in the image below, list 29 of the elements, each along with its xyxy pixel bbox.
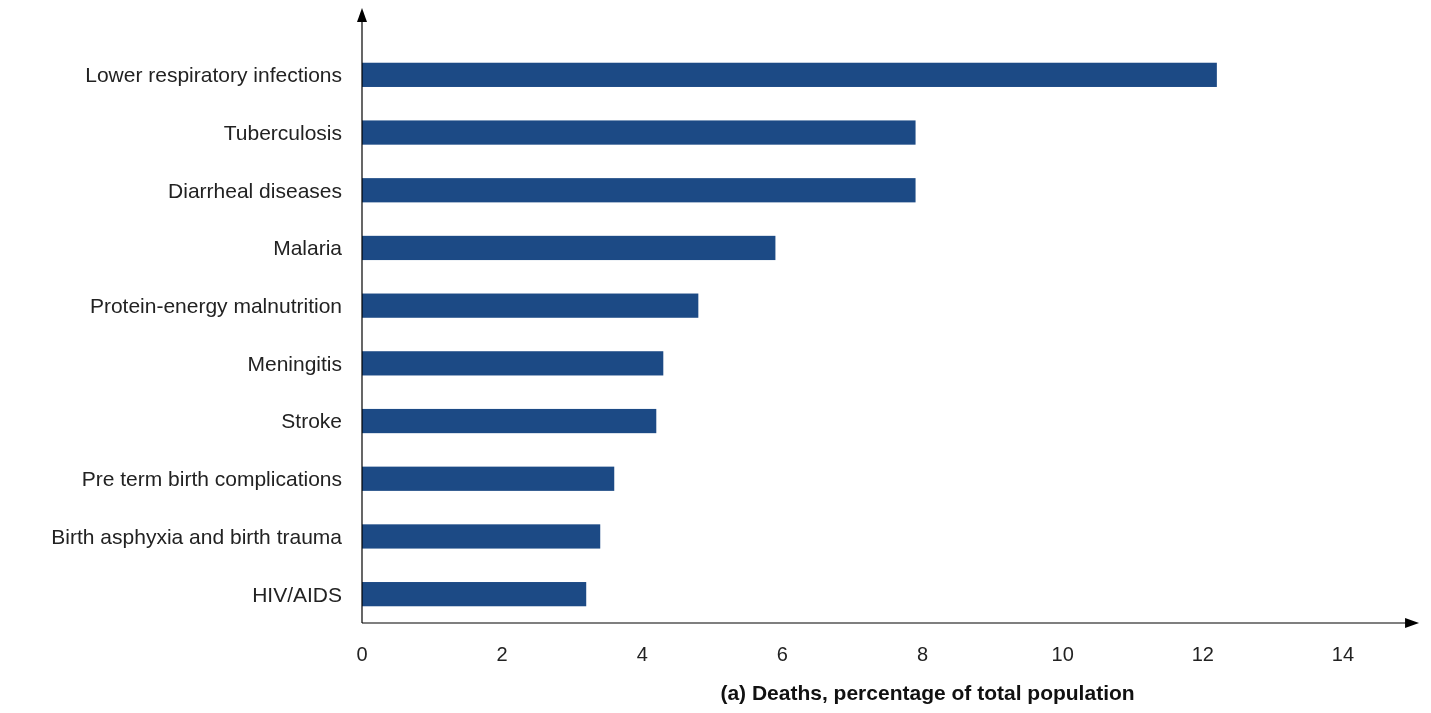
x-tick-label: 6 <box>776 643 788 665</box>
x-tick-label: 0 <box>356 643 368 665</box>
y-tick-label: Birth asphyxia and birth trauma <box>51 524 343 548</box>
bar <box>362 466 615 491</box>
x-tick-label: 8 <box>917 643 929 665</box>
y-tick-label: HIV/AIDS <box>252 582 342 606</box>
x-axis-title: (a) Deaths, percentage of total population <box>720 681 1135 704</box>
y-tick-label: Stroke <box>281 409 342 433</box>
x-tick-label: 4 <box>636 643 648 665</box>
bar <box>362 120 916 145</box>
x-tick-label: 12 <box>1191 643 1214 665</box>
bar <box>362 408 657 434</box>
bar <box>362 293 699 318</box>
bar <box>362 62 1217 87</box>
bar <box>362 178 916 203</box>
bar <box>362 351 664 376</box>
y-tick-label: Pre term birth complications <box>81 467 342 491</box>
y-tick-label: Protein-energy malnutrition <box>89 294 342 317</box>
x-tick-label: 2 <box>496 643 508 665</box>
x-tick-label: 14 <box>1331 643 1355 665</box>
y-tick-label: Lower respiratory infections <box>85 63 342 87</box>
bar <box>362 524 601 549</box>
y-tick-label: Malaria <box>273 236 343 260</box>
y-tick-label: Diarrheal diseases <box>168 178 342 202</box>
y-tick-label: Meningitis <box>247 351 342 375</box>
y-tick-label: Tuberculosis <box>223 120 342 144</box>
bar <box>362 582 587 607</box>
x-tick-label: 10 <box>1051 643 1074 665</box>
bar <box>362 235 776 261</box>
